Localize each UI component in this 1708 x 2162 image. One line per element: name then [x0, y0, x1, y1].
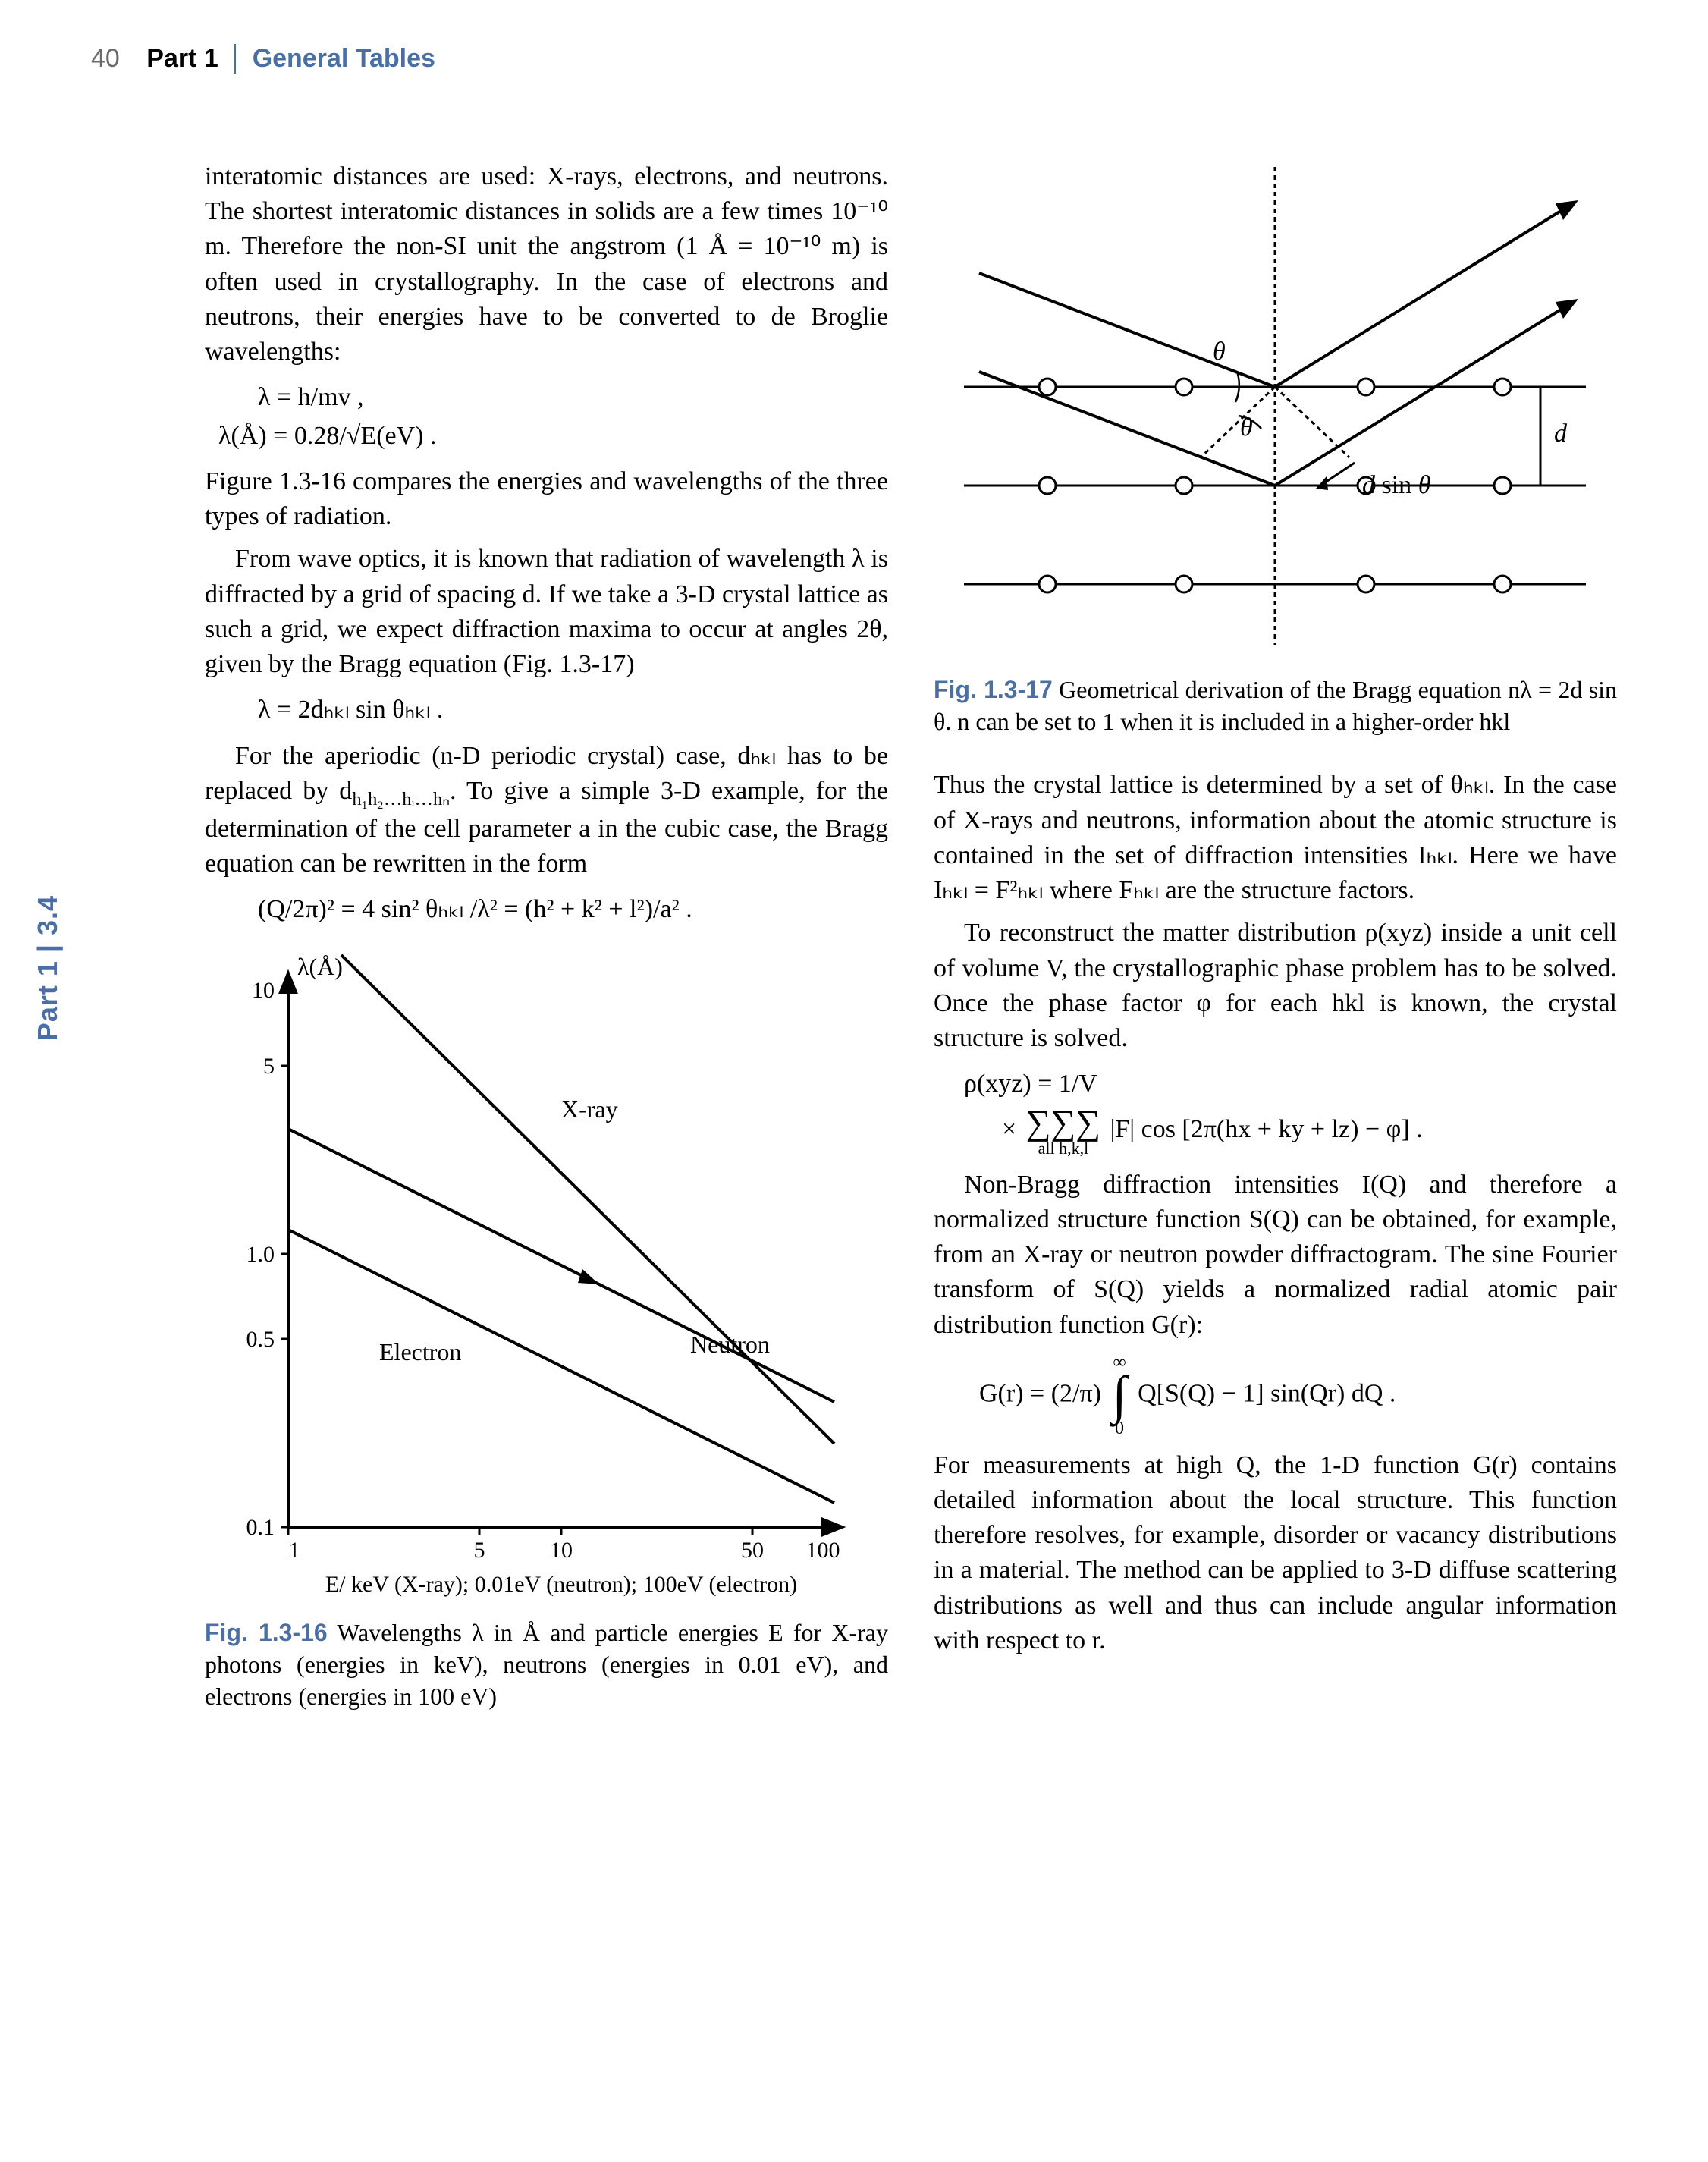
equation-gr: G(r) = (2/π) ∞ ∫ 0 Q[S(Q) − 1] sin(Qr) d…	[979, 1353, 1617, 1438]
part-label: Part 1	[146, 44, 218, 73]
equation-bragg: λ = 2dₕₖₗ sin θₕₖₗ .	[258, 693, 888, 727]
equation-line: λ = h/mv ,	[258, 380, 888, 415]
body-paragraph: interatomic distances are used: X-rays, …	[205, 159, 888, 369]
equation-line: G(r) = (2/π) ∞ ∫ 0 Q[S(Q) − 1] sin(Qr) d…	[979, 1353, 1617, 1438]
equation-debroglie: λ = h/mv , λ(Å) = 0.28/√E(eV) .	[258, 380, 888, 453]
running-header: 40 Part 1 General Tables	[91, 44, 435, 74]
equation-line: × ∑∑∑ all h,k,l |F| cos [2π(hx + ky + lz…	[1002, 1105, 1617, 1157]
text-run: G(r) = (2/π)	[979, 1379, 1107, 1407]
body-paragraph: From wave optics, it is known that radia…	[205, 542, 888, 682]
svg-text:0.1: 0.1	[246, 1515, 275, 1540]
equation-line: (Q/2π)² = 4 sin² θₕₖₗ /λ² = (h² + k² + l…	[258, 892, 888, 927]
equation-line: λ(Å) = 0.28/√E(eV) .	[218, 419, 888, 454]
svg-text:0.5: 0.5	[246, 1327, 275, 1352]
svg-text:d: d	[1554, 420, 1568, 448]
integral-icon: ∞ ∫ 0	[1112, 1353, 1126, 1438]
figure-1-3-16-caption: Fig. 1.3-16 Wavelengths λ in Å and parti…	[205, 1617, 888, 1713]
svg-text:X-ray: X-ray	[561, 1095, 618, 1123]
figure-1-3-17: θ θ d d sin θ	[934, 159, 1617, 660]
svg-text:1: 1	[289, 1538, 300, 1563]
body-paragraph: Thus the crystal lattice is determined b…	[934, 768, 1617, 908]
body-paragraph: Non-Bragg diffraction intensities I(Q) a…	[934, 1167, 1617, 1343]
svg-text:θ: θ	[1240, 413, 1253, 442]
svg-text:10: 10	[252, 978, 275, 1003]
svg-text:50: 50	[741, 1538, 764, 1563]
svg-text:λ(Å): λ(Å)	[297, 953, 343, 980]
wavelength-energy-chart: 0.1 0.5 1.0 5 10 1	[205, 951, 872, 1603]
svg-text:Electron: Electron	[379, 1338, 461, 1365]
side-part-label: Part 1 | 3.4	[32, 895, 64, 1041]
triple-sum-icon: ∑∑∑ all h,k,l	[1026, 1105, 1100, 1157]
text-run: |F| cos [2π(hx + ky + lz) − φ] .	[1110, 1114, 1423, 1142]
svg-text:100: 100	[806, 1538, 840, 1563]
x-axis-label: E/ keV (X-ray); 0.01eV (neutron); 100eV …	[325, 1572, 797, 1597]
svg-text:Neutron: Neutron	[690, 1331, 770, 1358]
figure-label: Fig. 1.3-17	[934, 676, 1053, 703]
bragg-geometry-diagram: θ θ d d sin θ	[934, 159, 1616, 660]
equation-line: λ = 2dₕₖₗ sin θₕₖₗ .	[258, 693, 888, 727]
svg-text:5: 5	[263, 1054, 275, 1079]
subscript: h₁h₂…hᵢ…hₙ	[352, 789, 450, 809]
svg-text:5: 5	[474, 1538, 485, 1563]
svg-text:d sin θ: d sin θ	[1362, 471, 1430, 499]
equation-line: ρ(xyz) = 1/V	[964, 1067, 1617, 1101]
page: 40 Part 1 General Tables Part 1 | 3.4 in…	[0, 0, 1708, 2162]
svg-text:1.0: 1.0	[246, 1242, 275, 1267]
body-paragraph: For measurements at high Q, the 1-D func…	[934, 1448, 1617, 1658]
equation-density: ρ(xyz) = 1/V × ∑∑∑ all h,k,l |F| cos [2π…	[964, 1067, 1617, 1156]
body-paragraph: For the aperiodic (n-D periodic crystal)…	[205, 739, 888, 882]
figure-1-3-17-caption: Fig. 1.3-17 Geometrical derivation of th…	[934, 674, 1617, 737]
svg-text:10: 10	[550, 1538, 573, 1563]
two-column-body: interatomic distances are used: X-rays, …	[205, 159, 1617, 2086]
section-label: General Tables	[253, 44, 435, 73]
text-run: ×	[1002, 1114, 1023, 1142]
right-column: θ θ d d sin θ Fig. 1.3-17 Geometrical de…	[934, 159, 1617, 2086]
left-column: interatomic distances are used: X-rays, …	[205, 159, 888, 2086]
header-divider	[234, 44, 236, 74]
figure-label: Fig. 1.3-16	[205, 1619, 328, 1646]
svg-text:θ: θ	[1213, 338, 1226, 366]
body-paragraph: Figure 1.3-16 compares the energies and …	[205, 464, 888, 534]
page-number: 40	[91, 44, 120, 73]
equation-cubic: (Q/2π)² = 4 sin² θₕₖₗ /λ² = (h² + k² + l…	[258, 892, 888, 927]
body-paragraph: To reconstruct the matter distribution ρ…	[934, 916, 1617, 1056]
text-run: Q[S(Q) − 1] sin(Qr) dQ .	[1138, 1379, 1396, 1407]
figure-1-3-16: 0.1 0.5 1.0 5 10 1	[205, 951, 888, 1603]
